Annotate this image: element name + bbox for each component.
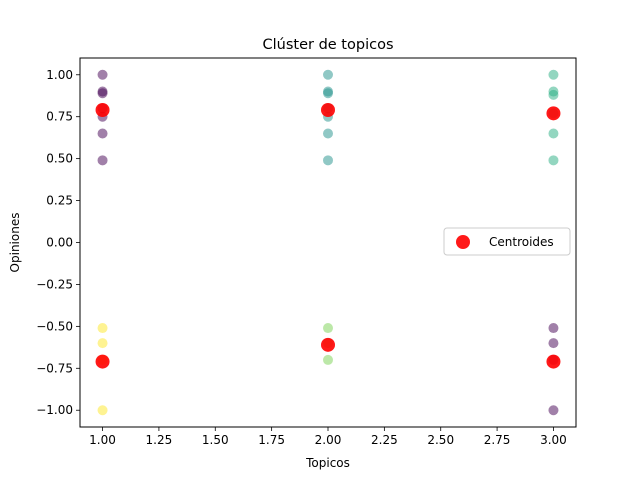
centroid-point (95, 354, 110, 369)
data-point (97, 323, 108, 334)
x-tick-label: 3.00 (540, 433, 567, 447)
y-tick-label: −0.50 (36, 319, 73, 333)
data-point (323, 128, 333, 139)
x-tick-label: 1.25 (146, 433, 173, 447)
x-tick-label: 1.75 (258, 433, 285, 447)
plot-frame (79, 57, 577, 428)
data-point (548, 405, 559, 416)
x-tick-label: 1.00 (89, 433, 116, 447)
data-point (548, 155, 559, 166)
centroid-point (321, 102, 335, 117)
y-tick-label: 0.00 (46, 236, 73, 250)
centroid-point (95, 102, 110, 117)
y-tick-label: 0.25 (46, 194, 73, 208)
y-axis-ticks: 1.00 0.75 0.50 0.25 0.00 −0.25 −0.50 −0.75 −1.00 (36, 68, 80, 417)
legend-label-centroides: Centroides (489, 235, 554, 249)
x-tick-label: 1.50 (202, 433, 229, 447)
x-tick-label: 2.50 (427, 433, 454, 447)
data-point (548, 128, 559, 139)
data-point (548, 89, 559, 100)
y-tick-label: 1.00 (46, 68, 73, 82)
data-point (323, 69, 333, 80)
y-axis-label: Opiniones (8, 213, 22, 273)
data-point (97, 338, 108, 349)
x-axis-label: Topicos (305, 456, 350, 470)
centroid-point (321, 337, 335, 352)
y-tick-label: 0.75 (46, 110, 73, 124)
centroid-point (546, 354, 561, 369)
y-tick-label: −1.00 (36, 403, 73, 417)
x-tick-label: 2.75 (484, 433, 511, 447)
data-point (97, 69, 108, 80)
data-point (323, 155, 333, 166)
data-point (323, 88, 333, 99)
legend-box (443, 227, 571, 256)
data-point (323, 354, 333, 365)
x-tick-label: 2.25 (371, 433, 398, 447)
data-point (323, 323, 333, 334)
x-tick-label: 2.00 (315, 433, 342, 447)
data-point (97, 155, 108, 166)
data-point (97, 88, 108, 99)
legend: Centroides (443, 227, 571, 256)
legend-marker-centroides (456, 235, 470, 249)
chart-title: Clúster de topicos (263, 37, 394, 53)
y-tick-label: −0.25 (36, 277, 73, 291)
data-point (548, 69, 559, 80)
x-axis-ticks: 1.00 1.25 1.50 1.75 2.00 2.25 2.50 2.75 3.00 (89, 427, 567, 447)
data-point (97, 405, 108, 416)
data-point (97, 128, 108, 139)
y-tick-label: 0.50 (46, 152, 73, 166)
data-point (548, 323, 559, 334)
data-point (548, 338, 559, 349)
scatter-points (95, 69, 561, 416)
y-tick-label: −0.75 (36, 361, 73, 375)
centroid-point (546, 106, 561, 121)
